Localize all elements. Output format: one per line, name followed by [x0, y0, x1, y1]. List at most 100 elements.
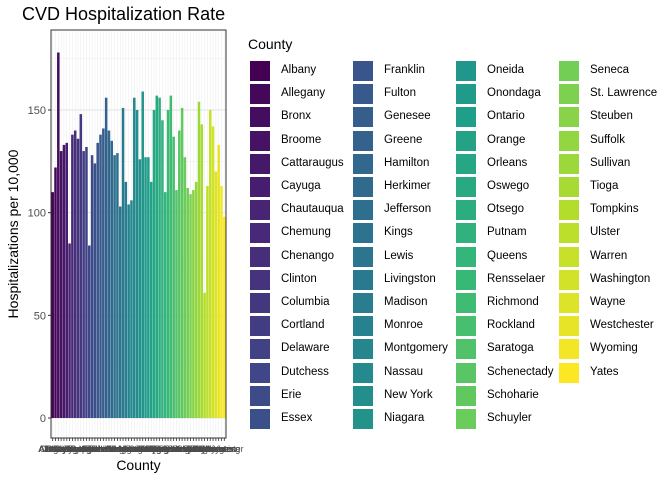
legend-key	[353, 130, 373, 151]
legend-label: Livingston	[384, 272, 436, 285]
bar-otsego	[158, 97, 161, 419]
x-tick-label: Schenectady	[153, 444, 206, 454]
legend-key	[250, 316, 270, 337]
bar-cortland	[82, 151, 85, 419]
legend-key	[559, 223, 579, 244]
legend-key	[559, 61, 579, 81]
legend-key	[353, 269, 373, 290]
legend-key	[353, 385, 373, 406]
bar-steuben	[192, 190, 195, 418]
legend-label: Suffolk	[590, 133, 625, 146]
bar-jefferson	[113, 155, 116, 418]
legend-key	[456, 316, 476, 337]
x-tick-label: Herkimer	[94, 444, 131, 454]
legend-key	[250, 339, 270, 360]
x-tick-label: Madison	[109, 444, 143, 454]
x-axis-label: County	[116, 457, 160, 473]
legend-label: Genesee	[384, 110, 431, 123]
bar-hamilton	[107, 130, 111, 419]
bar-ulster	[206, 185, 209, 418]
legend-key	[250, 293, 270, 313]
legend-label: Cayuga	[281, 180, 321, 192]
x-tick-label: Tompkins	[186, 444, 225, 454]
x-tick-label: Richmond	[151, 444, 192, 454]
legend-label: Broome	[281, 133, 322, 146]
legend-label: Ontario	[487, 110, 525, 123]
bar-yates	[223, 216, 226, 418]
bar-columbia	[79, 114, 83, 419]
bar-st-lawrence	[189, 194, 192, 418]
bar-orleans	[152, 110, 156, 418]
legend-label: Washington	[590, 272, 651, 285]
legend-label: Kings	[384, 226, 413, 239]
bar-orange	[149, 181, 153, 418]
legend-label: Essex	[281, 412, 313, 424]
legend-label: Rensselaer	[487, 272, 546, 285]
legend-key	[456, 107, 476, 128]
legend-key	[456, 177, 476, 197]
legend-key	[250, 200, 270, 221]
legend-label: Hamilton	[384, 156, 430, 169]
x-tick-label: Oswego	[140, 444, 173, 454]
legend-label: Saratoga	[487, 342, 534, 355]
x-tick-label: Suffolk	[182, 444, 210, 454]
bar-monroe	[127, 204, 130, 418]
bar-ontario	[147, 157, 150, 418]
y-tick-label: 50	[34, 310, 46, 322]
x-tick-label: Chautauqua	[45, 444, 94, 454]
legend-key	[250, 130, 270, 151]
bar-washington	[211, 126, 215, 418]
bars	[51, 52, 226, 419]
legend-key	[250, 223, 270, 244]
bar-rensselaer	[166, 110, 170, 418]
bar-saratoga	[175, 190, 178, 418]
bar-schoharie	[180, 107, 184, 419]
x-tick-label: Putnam	[147, 444, 178, 454]
legend-label: Schenectady	[487, 365, 554, 378]
legend-key	[559, 177, 579, 197]
legend-key	[559, 269, 579, 290]
bar-lewis	[118, 206, 122, 418]
legend-label: Richmond	[487, 296, 539, 308]
legend-label: Tompkins	[590, 203, 639, 216]
bar-kings	[116, 153, 119, 418]
x-tick-label: Onondaga	[125, 444, 167, 454]
bar-nassau	[133, 97, 136, 419]
chart-title: CVD Hospitalization Rate	[22, 4, 226, 24]
x-tick-label: Wayne	[202, 444, 230, 454]
legend-key	[559, 107, 579, 128]
bar-richmond	[169, 95, 173, 419]
x-tick-label: Kings	[106, 444, 129, 454]
bar-new-york	[135, 110, 139, 418]
x-axis: AlbanyAlleganyBronxBroomeCattaraugusCayu…	[38, 438, 244, 454]
legend-label: Clinton	[281, 272, 317, 285]
legend-key	[559, 293, 579, 313]
legend-key	[456, 223, 476, 244]
x-tick-label: Dutchess	[70, 444, 108, 454]
legend-key	[456, 269, 476, 290]
x-tick-label: Steuben	[177, 444, 211, 454]
x-tick-label: Cattaraugus	[39, 444, 89, 454]
y-tick-label: 100	[28, 208, 46, 220]
legend-key	[353, 84, 373, 105]
bar-delaware	[85, 146, 88, 418]
y-tick-label: 0	[40, 413, 46, 425]
legend-key	[353, 107, 373, 128]
x-tick-label: Delaware	[67, 444, 105, 454]
legend-label: Niagara	[384, 412, 425, 424]
x-tick-label: Ontario	[134, 444, 164, 454]
bar-chenango	[73, 130, 77, 419]
x-tick-label: Montgomery	[106, 444, 157, 454]
bar-clinton	[76, 138, 80, 418]
bar-chemung	[71, 134, 74, 418]
legend-key	[456, 246, 476, 267]
legend-label: Monroe	[384, 319, 423, 332]
x-tick-label: Schuyler	[167, 444, 202, 454]
legend-key	[559, 130, 579, 151]
x-tick-label: Lewis	[109, 444, 133, 454]
legend-label: Cattaraugus	[281, 156, 344, 169]
x-tick-label: Albany	[39, 444, 67, 454]
legend-key	[353, 362, 373, 383]
legend-key	[353, 177, 373, 197]
x-tick-label: Rensselaer	[145, 444, 191, 454]
